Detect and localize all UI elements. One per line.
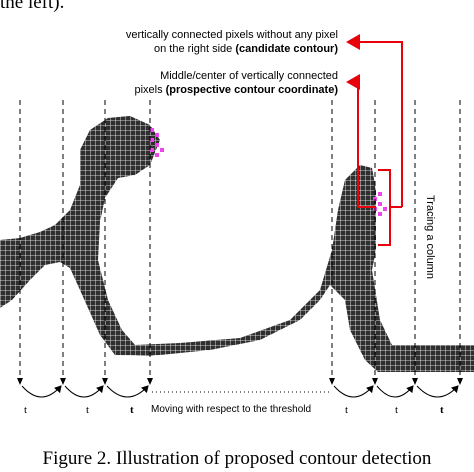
- prospective-bold: (prospective contour coordinate): [165, 84, 338, 96]
- step-arrow: [106, 385, 149, 398]
- step-label: t: [86, 404, 90, 416]
- highlight-pixel: [155, 153, 159, 157]
- prospective-line2: pixels: [134, 84, 166, 96]
- highlight-pixel: [155, 143, 159, 147]
- step-arrow: [64, 385, 104, 398]
- threshold-arrow-head: [17, 378, 23, 385]
- highlight-pixel: [378, 212, 382, 216]
- highlight-pixel: [150, 138, 154, 142]
- threshold-arrow-head: [372, 378, 378, 385]
- step-label: t: [440, 404, 444, 416]
- threshold-label: Moving with respect to the threshold: [151, 404, 312, 415]
- threshold-arrow-head: [412, 378, 418, 385]
- step-arrow: [376, 385, 414, 398]
- step-label: t: [130, 404, 134, 416]
- candidate-arrow: [346, 34, 403, 207]
- candidate-line1: vertically connected pixels without any …: [125, 29, 338, 41]
- highlight-pixel: [155, 133, 159, 137]
- threshold-arrow-head: [147, 378, 153, 385]
- tracing-column-label: Tracing a column: [424, 195, 436, 279]
- prospective-line1: Middle/center of vertically connected: [160, 70, 338, 82]
- threshold-arrow-head: [457, 378, 463, 385]
- pixel-grid-overlay: [0, 110, 474, 375]
- highlight-pixel: [378, 192, 382, 196]
- step-arrow: [416, 385, 459, 398]
- figure-caption: Figure 2. Illustration of proposed conto…: [42, 448, 432, 469]
- candidate-line2: on the right side: [153, 43, 236, 55]
- highlight-pixel: [150, 128, 154, 132]
- candidate-bold: (candidate contour): [235, 43, 338, 55]
- prospective-coordinate-annotation: Middle/center of vertically connected pi…: [134, 69, 338, 97]
- highlight-pixel: [160, 148, 164, 152]
- step-label: t: [24, 404, 28, 416]
- step-arrow: [333, 385, 374, 398]
- step-arrow: [21, 385, 62, 398]
- prospective-arrow: [346, 74, 376, 208]
- partial-body-text: the left).: [0, 0, 65, 13]
- step-label: t: [345, 404, 349, 416]
- threshold-arrow-head: [329, 378, 335, 385]
- candidate-contour-annotation: vertically connected pixels without any …: [126, 28, 338, 56]
- highlight-pixel: [383, 207, 387, 211]
- threshold-arrow-head: [60, 378, 66, 385]
- highlight-pixel: [378, 202, 382, 206]
- highlight-pixel: [150, 148, 154, 152]
- threshold-arrow-head: [102, 378, 108, 385]
- step-label: t: [395, 404, 399, 416]
